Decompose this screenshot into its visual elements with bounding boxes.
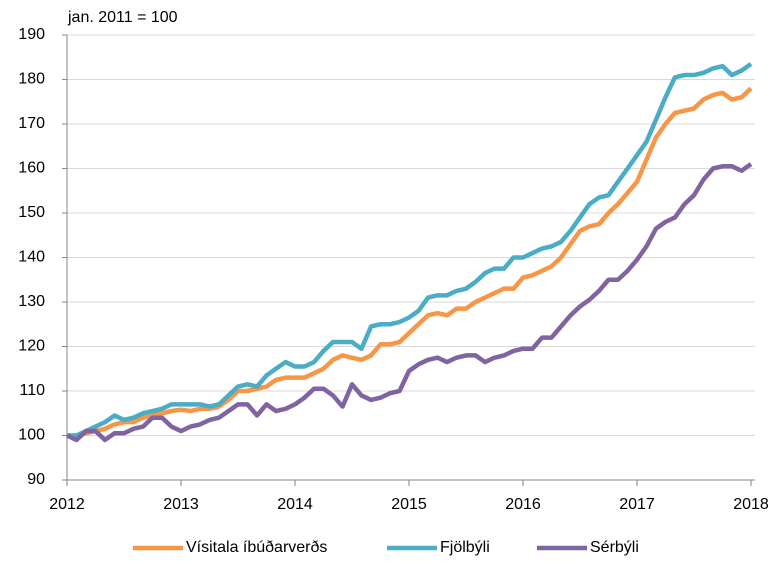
x-tick-label: 2016 (505, 496, 541, 513)
x-tick-label: 2018 (733, 496, 769, 513)
series-line (67, 62, 753, 438)
y-tick-label: 110 (19, 382, 45, 399)
y-tick-label: 140 (18, 249, 45, 266)
legend-label: Vísitala íbúðarverðs (186, 539, 327, 556)
x-tick-label: 2017 (619, 496, 655, 513)
x-tick-label: 2014 (277, 496, 313, 513)
y-tick-label: 170 (18, 115, 45, 132)
series-line (66, 162, 753, 443)
series-line (67, 86, 753, 438)
y-tick-label: 150 (18, 204, 45, 221)
legend-label: Sérbýli (590, 539, 639, 556)
y-tick-label: 130 (18, 293, 45, 310)
y-tick-label: 90 (27, 471, 45, 488)
x-tick-label: 2013 (163, 496, 199, 513)
x-tick-label: 2015 (391, 496, 427, 513)
y-tick-label: 160 (18, 160, 45, 177)
y-tick-label: 120 (18, 338, 45, 355)
annotation: jan. 2011 = 100 (67, 9, 178, 26)
y-tick-label: 100 (18, 427, 45, 444)
y-tick-label: 190 (18, 26, 45, 43)
x-tick-label: 2012 (49, 496, 85, 513)
y-tick-label: 180 (18, 71, 45, 88)
legend-label: Fjölbýli (440, 539, 490, 556)
